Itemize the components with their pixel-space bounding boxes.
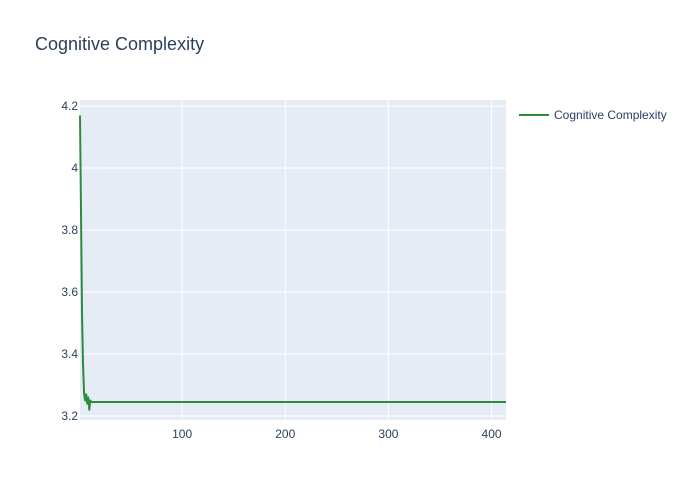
y-tick-label: 3.6	[61, 285, 78, 299]
plot-area	[80, 100, 506, 420]
legend[interactable]: Cognitive Complexity	[519, 108, 667, 122]
series-layer	[79, 115, 506, 411]
y-axis-ticks: 3.2 3.4 3.6 3.8 4 4.2	[61, 99, 78, 423]
x-axis-ticks: 100 200 300 400	[172, 427, 502, 441]
legend-label: Cognitive Complexity	[554, 108, 667, 122]
x-tick-label: 200	[275, 427, 295, 441]
y-tick-label: 4.2	[61, 99, 78, 113]
y-tick-label: 3.4	[61, 347, 78, 361]
x-tick-label: 300	[378, 427, 398, 441]
series-line	[79, 115, 506, 411]
y-tick-label: 4	[71, 161, 78, 175]
x-tick-label: 400	[482, 427, 502, 441]
grid-lines	[80, 100, 506, 420]
chart-title: Cognitive Complexity	[35, 34, 204, 54]
y-tick-label: 3.2	[61, 409, 78, 423]
y-tick-label: 3.8	[61, 223, 78, 237]
x-tick-label: 100	[172, 427, 192, 441]
